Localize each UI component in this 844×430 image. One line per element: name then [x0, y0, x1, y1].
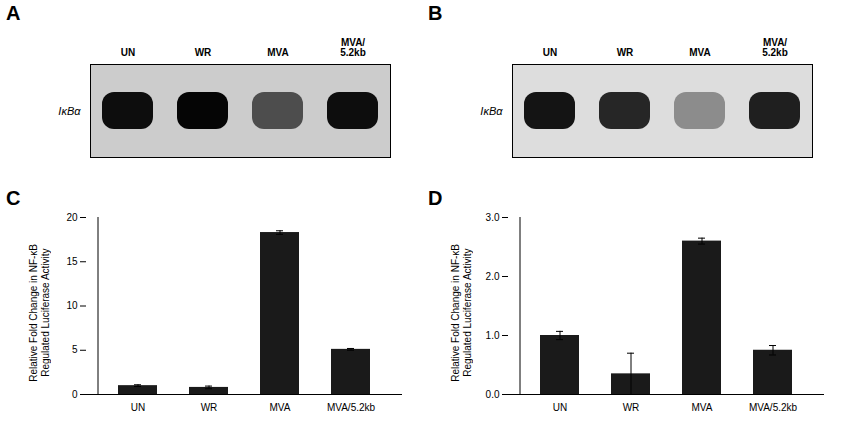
svg-text:WR: WR [201, 402, 218, 413]
svg-text:3.0: 3.0 [486, 212, 500, 223]
svg-text:15: 15 [66, 256, 78, 267]
svg-text:0.0: 0.0 [486, 389, 500, 400]
svg-text:MVA: MVA [692, 402, 713, 413]
svg-text:MVA/5.2kb: MVA/5.2kb [340, 37, 366, 58]
svg-text:UN: UN [131, 402, 145, 413]
html-text:Relative Fold Change in NF-κB: Relative Fold Change in NF-κB Regulated … [28, 243, 51, 382]
svg-text:UN: UN [121, 47, 135, 58]
svg-text:MVA/5.2kb: MVA/5.2kb [749, 402, 798, 413]
svg-text:MVA: MVA [267, 47, 288, 58]
svg-text:2.0: 2.0 [486, 271, 500, 282]
svg-text:MVA: MVA [270, 402, 291, 413]
html-text:D: D [428, 187, 443, 209]
svg-text:0: 0 [72, 389, 78, 400]
html-text:A: A [6, 2, 21, 24]
svg-text:MVA/5.2kb: MVA/5.2kb [327, 402, 376, 413]
svg-text:IκBα: IκBα [480, 105, 503, 117]
svg-text:IκBα: IκBα [58, 105, 81, 117]
html-text:Relative Fold Change in NF-κB: Relative Fold Change in NF-κB Regulated … [450, 243, 473, 382]
html-text:B: B [428, 2, 443, 24]
svg-text:WR: WR [195, 47, 212, 58]
svg-text:1.0: 1.0 [486, 330, 500, 341]
html-text:C: C [6, 187, 21, 209]
svg-text:MVA/5.2kb: MVA/5.2kb [762, 37, 788, 58]
svg-text:MVA: MVA [689, 47, 710, 58]
svg-text:WR: WR [623, 402, 640, 413]
svg-text:UN: UN [553, 402, 567, 413]
svg-text:10: 10 [66, 300, 78, 311]
svg-text:5: 5 [72, 344, 78, 355]
svg-text:UN: UN [543, 47, 557, 58]
svg-text:WR: WR [617, 47, 634, 58]
svg-text:20: 20 [66, 212, 78, 223]
